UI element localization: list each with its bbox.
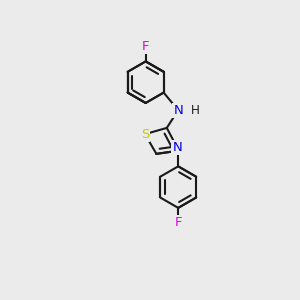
- Text: N: N: [172, 141, 182, 154]
- Text: S: S: [141, 128, 149, 141]
- Text: F: F: [142, 40, 149, 53]
- Text: N: N: [173, 104, 183, 117]
- Text: F: F: [175, 216, 182, 229]
- Text: H: H: [191, 104, 200, 117]
